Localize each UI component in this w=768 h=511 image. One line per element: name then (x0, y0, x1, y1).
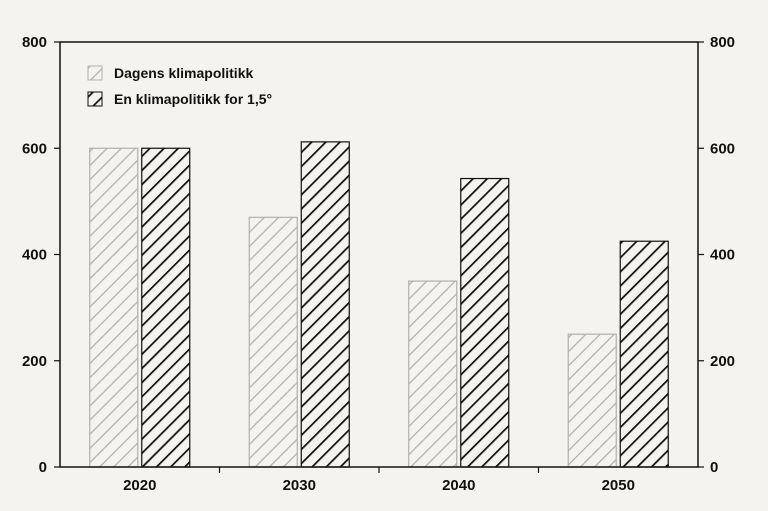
bar-2030-series-2 (300, 141, 350, 468)
y-tick-left-0: 0 (39, 459, 47, 476)
y-tick-left-800: 800 (22, 34, 47, 51)
y-tick-right-800: 800 (710, 34, 735, 51)
legend-label-dagens: Dagens klimapolitikk (114, 65, 253, 81)
x-tick-2020: 2020 (123, 477, 156, 494)
bar-2050-series-2 (619, 240, 669, 468)
x-axis-labels: 2020 2030 2040 2050 (123, 467, 635, 494)
plot-frame (59, 41, 699, 468)
x-tick-2040: 2040 (442, 477, 475, 494)
y-tick-right-600: 600 (710, 140, 735, 157)
bar-2040-series-2 (460, 177, 510, 468)
bar-2030-series-1 (248, 216, 298, 468)
bars-group (89, 141, 669, 468)
bar-2050-series-1 (567, 333, 617, 468)
legend-swatch-dagens (87, 65, 103, 81)
y-tick-left-400: 400 (22, 247, 47, 264)
legend: Dagens klimapolitikk En klimapolitikk fo… (87, 65, 272, 107)
x-tick-2030: 2030 (283, 477, 316, 494)
y-tick-right-0: 0 (710, 459, 718, 476)
y-tick-left-600: 600 (22, 140, 47, 157)
y-tick-right-200: 200 (710, 353, 735, 370)
x-tick-2050: 2050 (602, 477, 635, 494)
legend-swatch-15 (87, 91, 103, 107)
legend-item-15: En klimapolitikk for 1,5° (87, 91, 272, 107)
bar-2020-series-2 (141, 147, 191, 468)
bar-2020-series-1 (89, 147, 139, 468)
legend-item-dagens: Dagens klimapolitikk (87, 65, 253, 81)
y-tick-right-400: 400 (710, 247, 735, 264)
left-y-axis: 0 200 400 600 800 (22, 34, 60, 476)
legend-label-15: En klimapolitikk for 1,5° (114, 91, 272, 107)
y-tick-left-200: 200 (22, 353, 47, 370)
right-y-axis: 0 200 400 600 800 (698, 34, 735, 476)
bar-2040-series-1 (408, 280, 458, 468)
